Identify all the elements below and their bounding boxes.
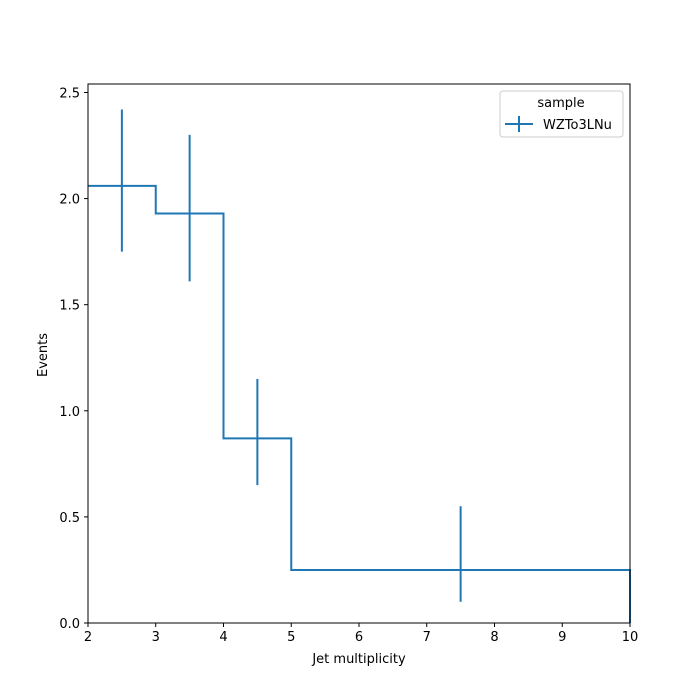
y-tick-label: 0.5 xyxy=(59,511,80,526)
y-tick-label: 0.0 xyxy=(59,617,80,632)
x-tick-label: 5 xyxy=(287,630,295,645)
x-axis: 2 3 4 5 6 7 8 9 10 xyxy=(84,623,638,645)
x-tick-label: 4 xyxy=(219,630,227,645)
x-tick-label: 3 xyxy=(152,630,160,645)
legend-box xyxy=(499,90,624,138)
legend-entry-label: WZTo3LNu xyxy=(543,118,612,133)
series-layer xyxy=(88,109,631,623)
x-tick-label: 9 xyxy=(558,630,566,645)
x-tick-label: 6 xyxy=(355,630,363,645)
legend-title: sample xyxy=(537,96,584,111)
x-tick-label: 7 xyxy=(423,630,431,645)
x-tick-label: 2 xyxy=(84,630,92,645)
y-axis-label: Events xyxy=(36,333,51,377)
y-tick-label: 2.0 xyxy=(59,193,80,208)
y-tick-label: 1.0 xyxy=(59,405,80,420)
x-tick-label: 10 xyxy=(622,630,639,645)
y-axis: 0.0 0.5 1.0 1.5 2.0 2.5 xyxy=(59,86,88,632)
series-step-line xyxy=(88,184,631,623)
x-tick-label: 8 xyxy=(490,630,498,645)
x-axis-label: Jet multiplicity xyxy=(311,652,406,667)
y-tick-label: 2.5 xyxy=(59,86,80,101)
y-tick-label: 1.5 xyxy=(59,299,80,314)
legend: sample WZTo3LNu xyxy=(499,90,624,138)
legend-marker xyxy=(505,116,533,132)
